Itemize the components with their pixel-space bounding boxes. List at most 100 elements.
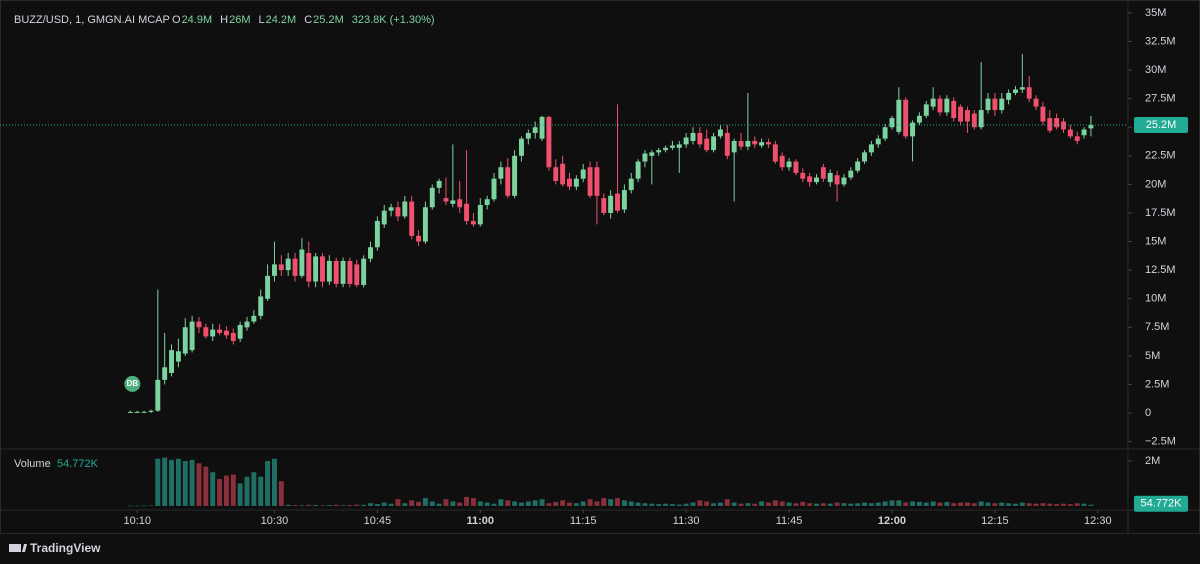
- volume-bar: [711, 503, 717, 506]
- y-tick-label: 32.5M: [1145, 35, 1176, 47]
- candle-body: [1040, 106, 1046, 122]
- volume-bar: [1067, 504, 1073, 506]
- volume-bar: [210, 472, 216, 506]
- candle-body: [306, 252, 312, 282]
- volume-bar: [951, 503, 957, 506]
- volume-bar: [923, 502, 929, 506]
- volume-bar: [731, 502, 737, 506]
- candle-body: [635, 161, 641, 179]
- candle-body: [374, 220, 380, 248]
- candle-body: [127, 411, 133, 413]
- candle-body: [210, 329, 216, 337]
- volume-bar: [470, 498, 476, 506]
- y-tick-label: 22.5M: [1145, 150, 1176, 162]
- candle-body: [299, 249, 305, 276]
- volume-bar: [196, 463, 202, 506]
- volume-bar: [237, 483, 243, 506]
- candle-body: [134, 411, 140, 413]
- candle-body: [271, 264, 277, 276]
- volume-bar: [491, 503, 497, 506]
- candle-body: [512, 155, 518, 196]
- candle-body: [1019, 87, 1025, 90]
- candle-body: [567, 178, 572, 187]
- candle-body: [1033, 98, 1039, 107]
- volume-bar: [532, 500, 538, 506]
- volume-bar: [683, 503, 689, 506]
- candle-body: [278, 264, 284, 271]
- candle-body: [841, 177, 847, 185]
- brand: TradingView: [30, 541, 101, 555]
- y-tick-label: 20M: [1145, 178, 1166, 190]
- candle-body: [258, 296, 264, 316]
- volume-bar: [539, 499, 545, 506]
- volume-bar: [724, 499, 730, 506]
- volume-bar: [361, 504, 367, 506]
- volume-bar: [320, 505, 325, 506]
- volume-bar: [786, 502, 792, 506]
- candle-body: [450, 200, 456, 204]
- candle-body: [820, 167, 826, 179]
- volume-bar: [265, 461, 271, 506]
- volume-bar: [326, 505, 332, 506]
- volume-bar: [175, 458, 181, 506]
- volume-bar: [793, 503, 799, 506]
- candle-body: [464, 203, 470, 221]
- candle-body: [1054, 118, 1060, 128]
- candle-body: [889, 118, 895, 128]
- volume-bar: [285, 504, 291, 506]
- ohlc-legend: O 24.9M H 26M L 24.2M C 25.2M 323.8K (+1.30%): [172, 14, 435, 26]
- candle-body: [1074, 136, 1080, 141]
- legend-key: O: [172, 14, 181, 26]
- candle-body: [669, 145, 675, 148]
- candle-body: [573, 178, 579, 187]
- volume-bar: [971, 503, 977, 506]
- legend-value: 26M: [229, 14, 250, 26]
- candle-body: [971, 113, 977, 128]
- volume-bar: [148, 505, 154, 506]
- volume-bar: [244, 476, 250, 506]
- volume-bar: [409, 500, 415, 506]
- volume-bar: [937, 502, 943, 506]
- volume-bar: [223, 475, 229, 506]
- volume-bar: [772, 500, 778, 506]
- candle-body: [601, 198, 607, 213]
- volume-bar: [395, 499, 401, 506]
- candle-body: [1067, 129, 1073, 137]
- volume-bar: [333, 504, 339, 506]
- candle-body: [532, 127, 538, 133]
- volume-bar: [628, 501, 634, 506]
- volume-bar: [368, 503, 373, 506]
- y-tick-label: 7.5M: [1145, 321, 1169, 333]
- volume-bar: [546, 503, 552, 506]
- y-tick-label: 5M: [1145, 350, 1160, 362]
- volume-bar: [1013, 503, 1018, 506]
- volume-bar: [1074, 503, 1080, 506]
- volume-bar: [820, 503, 826, 506]
- last-price-label: 25.2M: [1146, 119, 1177, 131]
- candle-body: [416, 235, 422, 242]
- volume-bar: [642, 503, 648, 506]
- candle-body: [477, 204, 483, 225]
- candle-body: [265, 275, 271, 299]
- candle-body: [368, 247, 373, 259]
- volume-bar: [807, 503, 813, 506]
- plot: [127, 54, 1094, 507]
- volume-bar: [745, 503, 751, 506]
- x-tick-label: 11:45: [776, 515, 803, 527]
- volume-bar: [518, 502, 524, 506]
- candle-body: [313, 256, 319, 282]
- candle-body: [896, 99, 902, 132]
- candle-body: [230, 332, 236, 342]
- candle-body: [875, 138, 881, 145]
- candle-body: [862, 152, 867, 162]
- volume-bar: [608, 499, 614, 506]
- candle-body: [800, 172, 806, 179]
- volume-bar: [958, 502, 964, 506]
- volume-bar: [855, 503, 861, 506]
- volume-bar: [189, 459, 195, 506]
- volume-bar: [477, 501, 483, 506]
- volume-bar: [457, 502, 463, 506]
- volume-bar: [182, 461, 188, 506]
- volume-bar: [1054, 504, 1060, 506]
- candle-body: [992, 98, 998, 111]
